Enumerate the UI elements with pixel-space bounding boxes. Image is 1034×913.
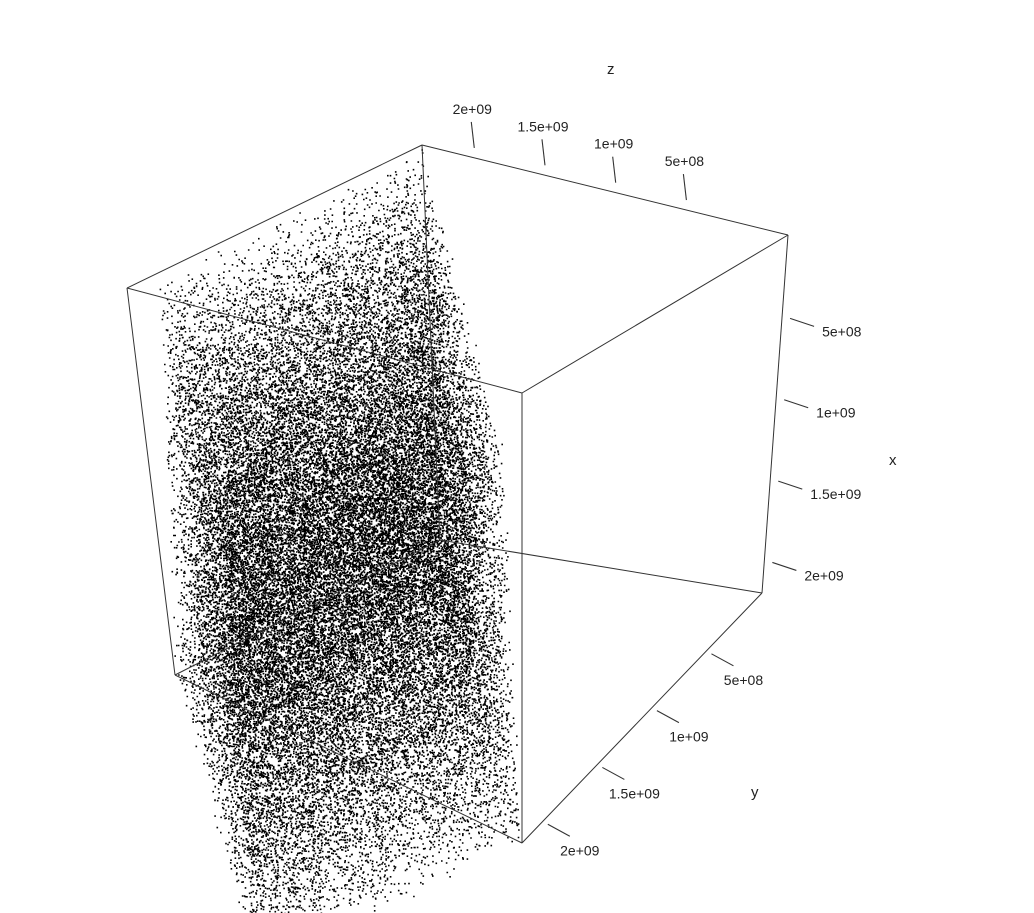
x-tick [778,480,803,490]
bounding-box [126,144,789,844]
y-tick [602,766,625,780]
y-tick [547,823,571,837]
labels-layer: z x y [607,61,897,801]
z-tick-label: 1e+09 [594,136,634,152]
y-tick-label: 1e+09 [669,729,709,745]
box-edge [126,287,176,676]
x-tick-label: 1.5e+09 [810,486,861,502]
box-edge [174,674,523,844]
box-edge [439,539,763,594]
scatter-points [159,149,520,913]
y-tick-label: 2e+09 [560,842,600,858]
z-axis-title: z [607,61,615,78]
y-tick [656,710,680,724]
z-tick [612,156,617,183]
ticks-layer: 5e+08 1e+09 1.5e+09 2e+09 5e+08 1e+09 1.5e+09 2… [453,101,862,858]
x-tick [772,561,797,571]
z-tick-label: 1.5e+09 [517,118,568,134]
y-tick-label: 1.5e+09 [609,785,660,801]
y-tick-label: 5e+08 [724,672,764,688]
x-tick-label: 2e+09 [804,567,844,583]
x-tick-label: 5e+08 [822,323,862,339]
x-axis-title: x [889,452,897,469]
x-tick-label: 1e+09 [816,405,856,421]
z-tick-label: 2e+09 [453,101,493,117]
box-edge [126,287,523,394]
box-edge [126,144,423,289]
box-edge [521,234,789,394]
z-tick [682,174,687,201]
y-tick [711,653,734,667]
box-edge [421,144,441,541]
points-layer [159,149,520,913]
z-tick-label: 5e+08 [665,153,705,169]
z-tick [541,139,546,166]
y-axis-title: y [751,784,759,801]
z-tick [470,121,475,149]
box-edge [174,539,441,676]
x-tick [789,317,815,327]
x-tick [784,399,809,409]
box-edge [521,592,763,844]
box-edge [761,234,789,594]
box-edge [421,144,789,236]
